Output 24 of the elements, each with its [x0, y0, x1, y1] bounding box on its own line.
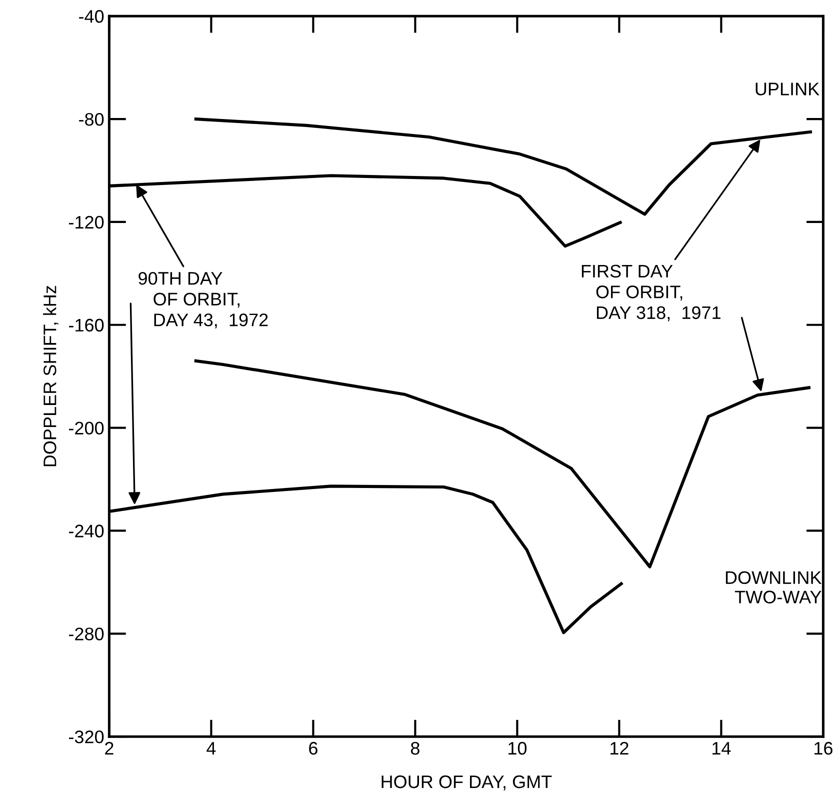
- y-tick-label: -240: [69, 524, 104, 538]
- x-tick-label: 8: [410, 742, 420, 755]
- y-tick-label: -40: [79, 10, 104, 23]
- y-tick-label: -160: [69, 318, 104, 332]
- line-series: [194, 359, 810, 568]
- x-axis-title: HOUR OF DAY, GMT: [382, 775, 552, 790]
- annotation: FIRST DAY OF ORBIT, DAY 318, 1971: [582, 264, 720, 322]
- y-tick-label: -280: [69, 628, 104, 640]
- annotation: UPLINK: [756, 82, 820, 96]
- x-tick-label: 16: [814, 742, 832, 755]
- x-tick-label: 4: [206, 742, 216, 755]
- annotation: DOWNLINK TWO-WAY: [726, 571, 822, 604]
- y-axis-title: DOPPLER SHIFT, kHz: [43, 286, 58, 466]
- x-tick-label: 14: [712, 742, 731, 755]
- x-tick-label: 6: [309, 742, 318, 755]
- x-tick-label: 12: [610, 742, 628, 755]
- y-tick-label: -80: [79, 112, 104, 126]
- annotation: 90TH DAY OF ORBIT, DAY 43, 1972: [138, 272, 268, 328]
- x-tick-label: 2: [105, 742, 114, 755]
- y-tick-label: -320: [69, 730, 104, 744]
- line-series: [194, 117, 812, 216]
- x-tick-label: 10: [508, 742, 527, 755]
- y-tick-label: -200: [69, 422, 104, 435]
- y-tick-label: -120: [69, 216, 104, 229]
